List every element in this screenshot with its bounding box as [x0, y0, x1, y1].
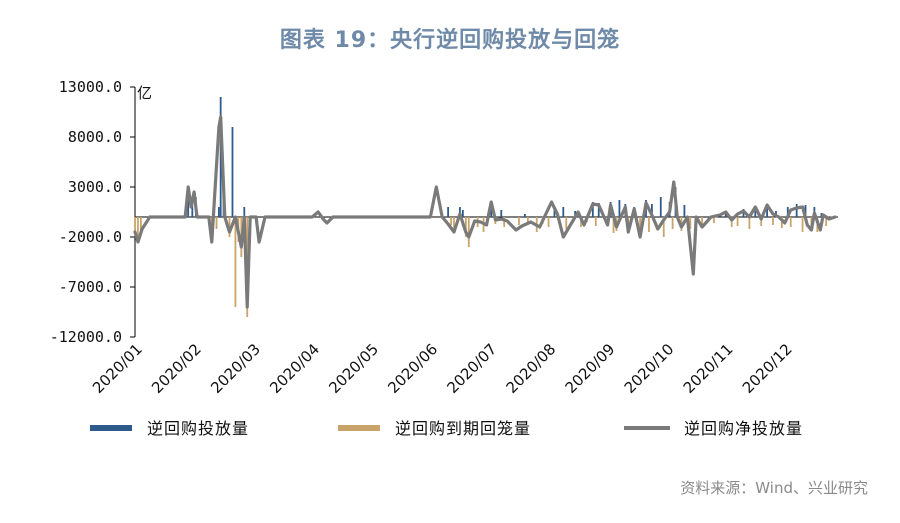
maturity-bar	[671, 217, 674, 229]
source-note: 资料来源：Wind、兴业研究	[680, 479, 868, 497]
maturity-bar	[736, 217, 739, 226]
injection-bar	[651, 204, 653, 217]
legend-swatch-maturity	[338, 425, 380, 431]
maturity-bar	[594, 217, 597, 226]
injection-bar	[500, 210, 503, 217]
maturity-bar	[526, 217, 529, 225]
y-tick-label: -2000.0	[59, 228, 122, 246]
injection-bar	[447, 207, 450, 217]
legend-label-injection: 逆回购投放量	[147, 419, 249, 438]
injection-bar	[659, 197, 662, 217]
injection-bar	[562, 207, 565, 217]
y-tick-label: -7000.0	[59, 278, 122, 296]
maturity-bar	[215, 217, 218, 229]
x-tick-label: 2020/08	[503, 340, 560, 397]
maturity-bar	[547, 217, 550, 227]
maturity-bar	[772, 217, 774, 225]
x-tick-label: 2020/10	[621, 340, 678, 397]
maturity-bar	[760, 217, 763, 226]
injection-bar	[523, 214, 526, 217]
x-tick-label: 2020/03	[207, 340, 264, 397]
injection-bar	[591, 202, 594, 217]
maturity-bar	[713, 217, 715, 223]
maturity-bar	[648, 217, 650, 232]
maturity-bar	[137, 217, 139, 242]
maturity-bar	[662, 217, 665, 237]
maturity-bar	[234, 217, 237, 307]
injection-bar	[795, 204, 798, 217]
maturity-bar	[701, 217, 704, 227]
legend-swatch-net	[624, 426, 670, 430]
x-tick-label: 2020/09	[562, 340, 619, 397]
x-tick-label: 2020/05	[325, 340, 382, 397]
maturity-bar	[450, 217, 452, 225]
y-unit-label: 亿	[137, 84, 152, 102]
injection-bar	[766, 205, 769, 217]
injection-bar	[786, 207, 789, 217]
injection-bar	[724, 213, 727, 217]
legend-label-maturity: 逆回购到期回笼量	[395, 419, 531, 438]
maturity-bar	[565, 217, 568, 229]
maturity-bar	[503, 217, 506, 227]
y-tick-label: -12000.0	[50, 328, 122, 346]
injection-bar	[754, 211, 757, 217]
injection-bar	[219, 97, 222, 217]
maturity-bar	[825, 217, 828, 226]
legend: 逆回购投放量 逆回购到期回笼量 逆回购净投放量	[90, 419, 803, 438]
net-injection-line	[133, 115, 837, 309]
x-tick-label: 2020/06	[384, 340, 441, 397]
x-tick-label: 2020/04	[266, 340, 323, 397]
injection-bar	[553, 210, 556, 217]
injection-bar	[804, 205, 807, 217]
maturity-bar	[467, 217, 470, 247]
maturity-bar	[730, 217, 733, 227]
injection-bar	[461, 210, 464, 217]
maturity-bar	[453, 217, 455, 232]
y-tick-label: 3000.0	[68, 178, 122, 196]
maturity-bar	[140, 217, 142, 234]
injection-bar	[820, 213, 823, 217]
injection-bar	[459, 207, 461, 217]
maturity-bar	[789, 217, 792, 227]
maturity-bar	[639, 217, 641, 237]
injection-bar	[217, 207, 220, 217]
x-tick-label: 2020/02	[148, 340, 205, 397]
legend-swatch-injection	[90, 425, 132, 431]
x-tick-label: 2020/01	[89, 340, 146, 397]
maturity-bar	[612, 217, 615, 233]
legend-label-net: 逆回购净投放量	[684, 419, 803, 438]
maturity-bar	[780, 217, 783, 228]
injection-bar	[243, 207, 246, 217]
maturity-bar	[801, 217, 804, 232]
maturity-bar	[748, 217, 751, 229]
injection-bar	[597, 203, 600, 217]
maturity-bar	[134, 217, 136, 232]
y-tick-label: 8000.0	[68, 128, 122, 146]
chart-title: 图表 19：央行逆回购投放与回笼	[279, 28, 621, 53]
injection-bar	[231, 127, 234, 217]
maturity-bar	[689, 217, 692, 229]
y-tick-label: 13000.0	[59, 78, 122, 96]
injection-bar	[618, 200, 621, 217]
x-tick-label: 2020/07	[443, 340, 500, 397]
injection-bar	[683, 205, 686, 217]
maturity-bar	[518, 217, 520, 225]
x-tick-label: 2020/11	[680, 340, 737, 397]
x-tick-label: 2020/12	[739, 340, 796, 397]
